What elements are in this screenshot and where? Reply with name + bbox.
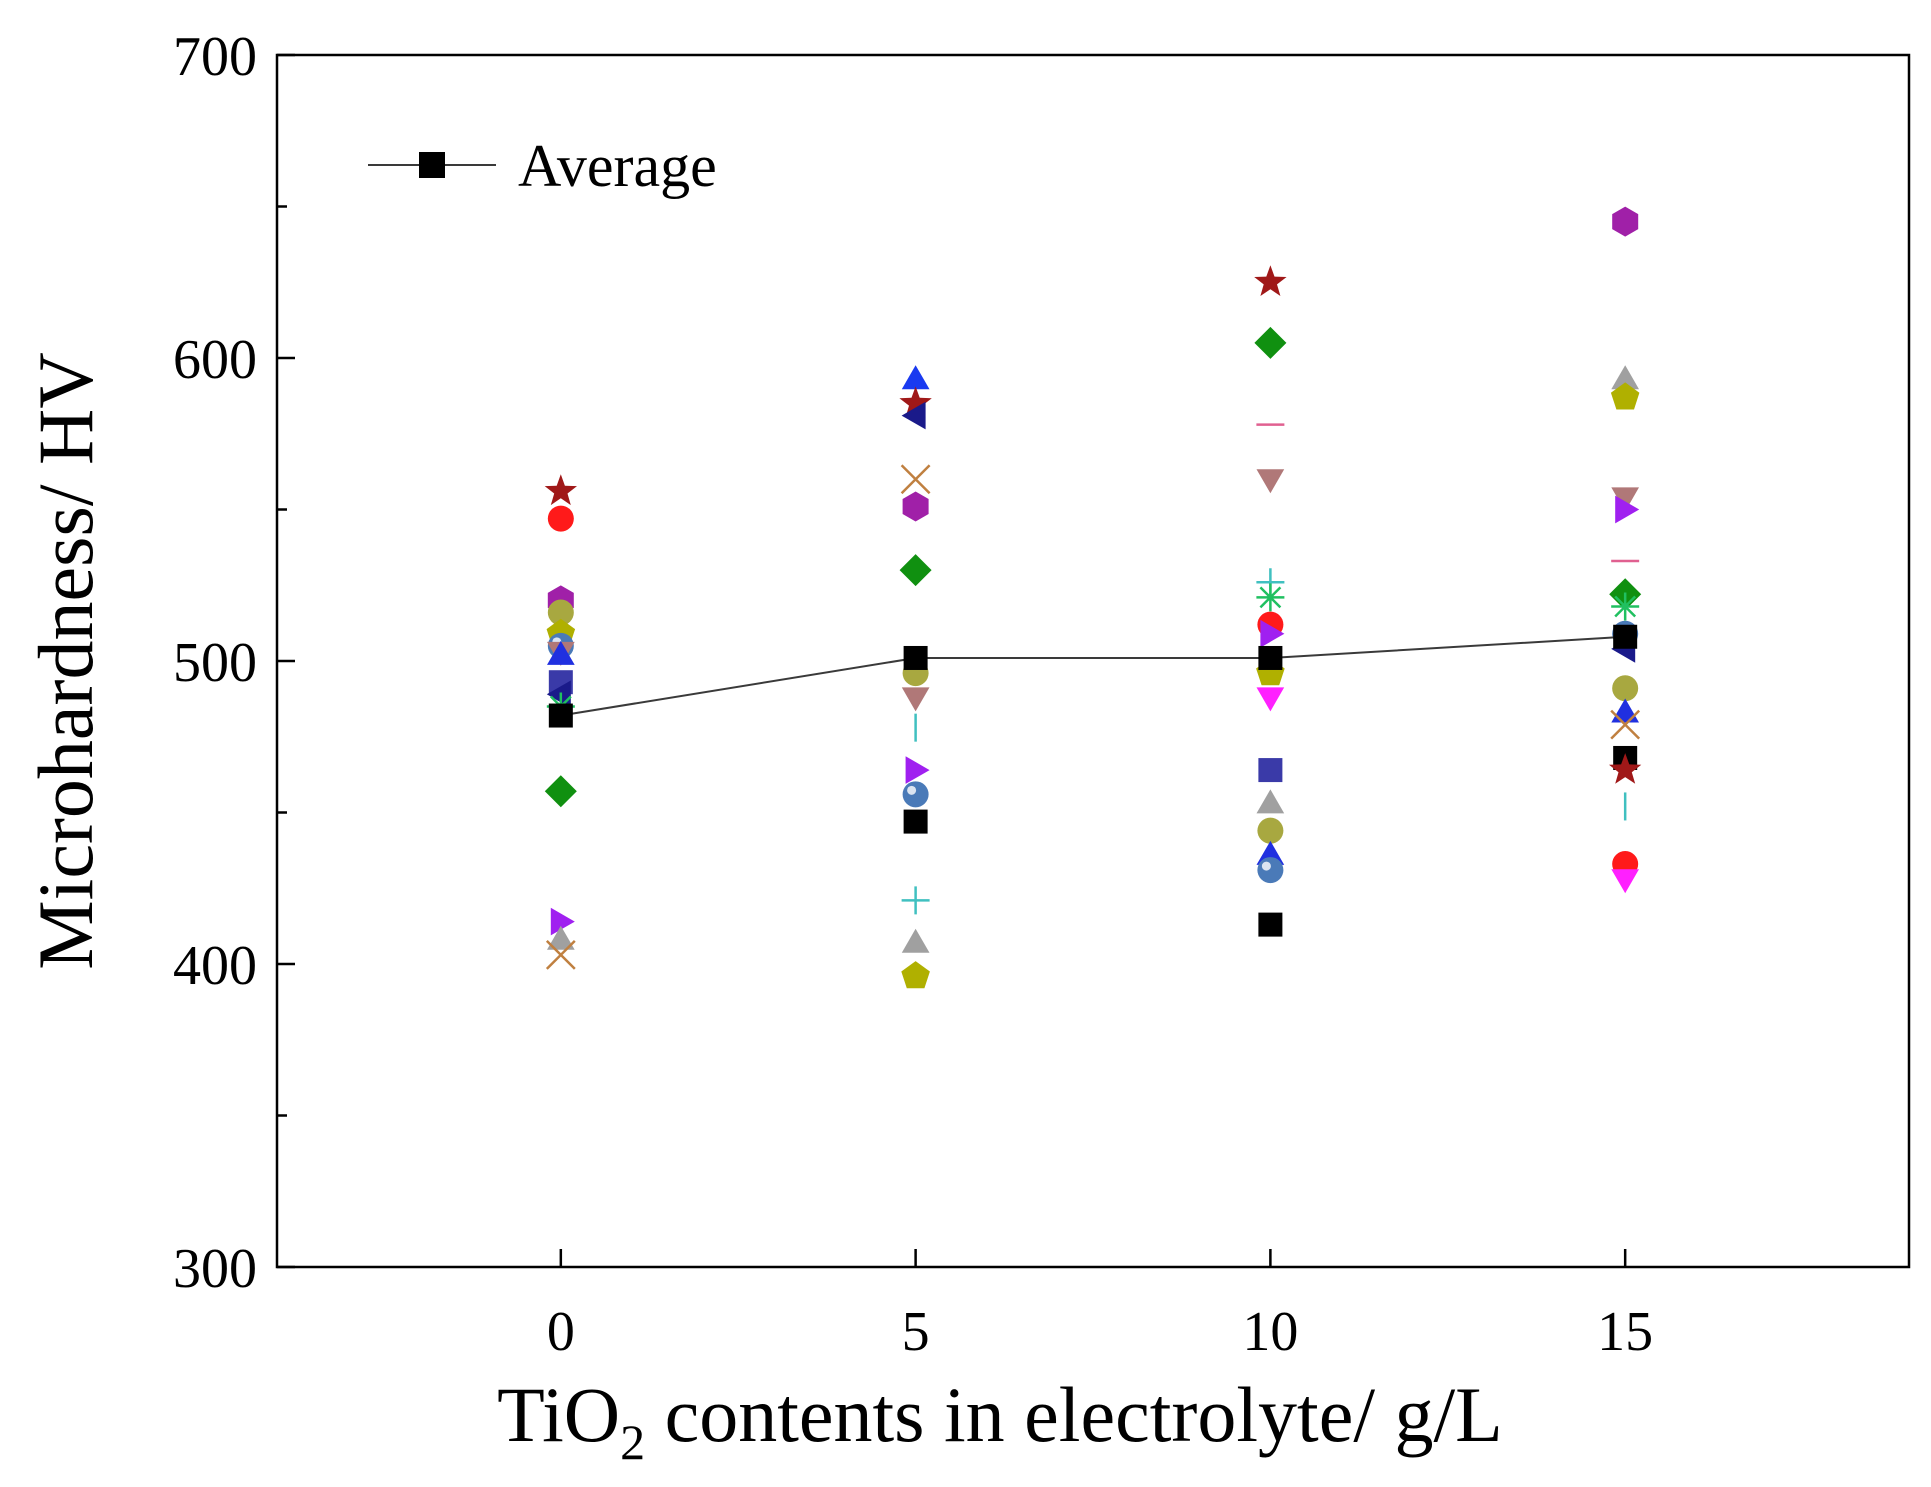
data-point-pentagon-48 [1610,382,1640,410]
x-tick-label: 10 [1242,1301,1298,1363]
data-point-circle-1 [547,505,574,532]
data-point-ball-44 [1257,857,1284,884]
data-point-diamond-31 [1254,326,1287,359]
data-point-star-16 [899,386,932,418]
axes: 300 400 500 600 700 0 5 10 15 [173,26,1653,1363]
y-axis-title: Microhardness/ HV [22,352,109,969]
legend-square-marker [419,152,445,178]
average-point-2 [1258,645,1283,670]
legend-label-average: Average [518,133,717,199]
data-point-square-45 [1258,912,1283,937]
x-axis-title-main: TiO [497,1371,620,1458]
data-point-triangle-down-33 [1256,469,1285,494]
x-axis-title-rest: contents in electrolyte/ g/L [645,1371,1503,1458]
y-tick-label: 300 [173,1238,257,1300]
data-point-star-0 [544,474,577,506]
data-point-triangle-up-43 [1256,840,1285,865]
data-point-triangle-down-49 [1611,487,1639,512]
x-tick-label: 15 [1597,1301,1653,1363]
data-point-square-40 [1258,758,1283,783]
data-point-square-26 [903,809,928,834]
data-point-x-18 [900,464,931,495]
data-point-triangle-up-7 [547,640,575,665]
data-point-triangle-up-15 [901,365,930,390]
data-point-x-14 [545,940,576,970]
x-axis-title: TiO2 contents in electrolyte/ g/L [497,1371,1503,1470]
data-point-triangle-up-13 [547,925,575,950]
x-axis-title-subscript: 2 [620,1414,645,1470]
data-point-triangle-up-28 [901,928,930,953]
data-point-triangle-right-50 [1615,495,1640,524]
data-point-star-60 [1609,753,1642,784]
data-point-ball-25 [902,781,929,808]
data-point-asterisk-35 [1256,583,1285,612]
data-point-diamond-20 [899,554,932,587]
data-point-triangle-up-47 [1611,365,1639,390]
data-point-pentagon-29 [901,961,930,989]
average-point-3 [1613,624,1638,649]
data-point-triangle-down-22 [901,687,930,712]
data-point-plus-27 [901,886,930,915]
average-point-1 [903,645,928,670]
y-tick-label: 500 [173,632,257,694]
data-point-triangle-down-63 [1611,869,1639,894]
data-point-triangle-up-41 [1256,789,1285,814]
data-point-circle-42 [1257,817,1284,844]
data-point-circle-56 [1612,675,1639,702]
data-point-asterisk-53 [1611,592,1640,621]
x-tick-label: 5 [902,1301,930,1363]
y-tick-label: 400 [173,935,257,997]
data-point-triangle-right-12 [550,907,575,936]
data-point-triangle-right-24 [905,756,930,784]
data-point-hexagon-46 [1612,206,1639,237]
x-tick-label: 0 [547,1301,575,1363]
data-point-star-30 [1254,265,1287,296]
data-point-diamond-11 [544,775,577,808]
legend: Average [368,133,717,199]
data-point-triangle-down-39 [1256,687,1285,712]
data-point-hexagon-19 [902,491,929,522]
data-point-triangle-right-37 [1260,619,1285,648]
y-tick-label: 600 [173,329,257,391]
data-point-x-58 [1610,709,1641,740]
y-tick-label: 700 [173,26,257,88]
average-line [560,635,1626,717]
plot-frame [275,53,1911,1269]
average-series [548,624,1638,728]
average-point-0 [548,703,573,728]
data-point-circle-3 [547,599,574,626]
data-point-triangle-left-17 [901,401,926,430]
